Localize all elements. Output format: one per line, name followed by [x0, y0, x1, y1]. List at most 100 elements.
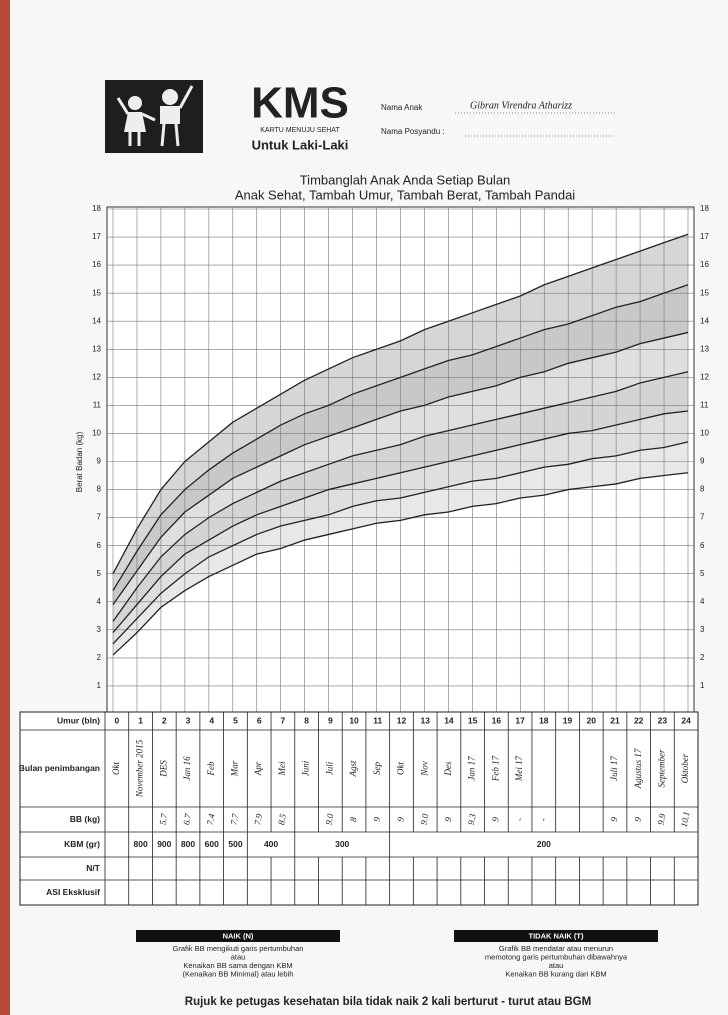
month: Oktober — [680, 753, 690, 783]
kms-title: KMS — [251, 79, 349, 128]
table-frame — [20, 712, 698, 905]
month: Apr — [253, 761, 263, 776]
weight: 6.7 — [181, 812, 193, 825]
weight: 9.9 — [656, 812, 668, 825]
age: 18 — [539, 715, 549, 725]
y-tick-label-right: 11 — [700, 400, 709, 409]
weight: 9.0 — [418, 812, 430, 825]
age: 14 — [444, 715, 454, 725]
kbm: 900 — [157, 839, 171, 849]
age: 6 — [257, 715, 262, 725]
y-tick-label-right: 8 — [700, 485, 705, 494]
age: 17 — [515, 715, 525, 725]
y-tick-label: 18 — [92, 204, 101, 213]
month: Jan 17 — [467, 756, 477, 781]
y-tick-label-right: 3 — [700, 625, 705, 634]
y-tick-label: 5 — [97, 569, 102, 578]
gender: Untuk Laki-Laki — [252, 137, 349, 152]
edge-strip — [0, 0, 10, 1015]
age: 20 — [587, 715, 597, 725]
child-label: Nama Anak — [381, 103, 423, 112]
kbm: 600 — [205, 839, 219, 849]
month: Jan 16 — [182, 756, 192, 781]
age: 9 — [328, 715, 333, 725]
row-label: KBM (gr) — [64, 839, 100, 849]
chart-title: Timbanglah Anak Anda Setiap Bulan — [300, 172, 511, 187]
y-tick-label-right: 10 — [700, 429, 709, 438]
footer-note: Rujuk ke petugas kesehatan bila tidak na… — [185, 996, 591, 1008]
y-tick-label: 2 — [97, 653, 102, 662]
row-label: Bulan penimbangan — [19, 763, 100, 773]
chart-subtitle: Anak Sehat, Tambah Umur, Tambah Berat, T… — [235, 187, 575, 202]
y-tick-label-right: 15 — [700, 288, 709, 297]
y-tick-label: 11 — [93, 400, 102, 409]
y-tick-label: 12 — [92, 372, 101, 381]
month: DES — [158, 760, 168, 778]
logo — [105, 80, 203, 153]
age: 10 — [349, 715, 359, 725]
age: 19 — [563, 715, 573, 725]
y-tick-label: 13 — [92, 344, 101, 353]
y-tick-label-right: 12 — [700, 372, 709, 381]
age: 16 — [492, 715, 502, 725]
y-tick-label: 3 — [97, 625, 102, 634]
y-tick-label-right: 13 — [700, 344, 709, 353]
y-tick-label-right: 18 — [700, 204, 709, 213]
age: 21 — [610, 715, 620, 725]
kbm: 400 — [264, 839, 278, 849]
age: 22 — [634, 715, 644, 725]
y-tick-label-right: 14 — [700, 316, 709, 325]
kbm: 800 — [133, 839, 147, 849]
age: 3 — [186, 715, 191, 725]
month: November 2015 — [135, 739, 145, 798]
age: 5 — [233, 715, 238, 725]
month: Mar — [230, 760, 240, 777]
kbm: 300 — [335, 839, 349, 849]
month: Feb — [206, 761, 216, 776]
month: Okt — [396, 762, 406, 775]
month: Juli 17 — [609, 756, 619, 781]
y-tick-label-right: 16 — [700, 260, 709, 269]
month: Okt — [111, 762, 121, 775]
weight: 7.9 — [252, 812, 264, 825]
age: 2 — [162, 715, 167, 725]
y-tick-label: 8 — [97, 485, 102, 494]
y-tick-label-right: 4 — [700, 597, 705, 606]
y-tick-label: 6 — [97, 541, 102, 550]
y-tick-label: 9 — [97, 457, 102, 466]
y-tick-label-right: 17 — [700, 232, 709, 241]
row-label: BB (kg) — [70, 814, 100, 824]
weight: 5.7 — [157, 812, 169, 825]
legend-title: NAIK (N) — [223, 931, 254, 940]
y-tick-label-right: 5 — [700, 569, 705, 578]
y-tick-label: 1 — [97, 681, 102, 690]
posyandu-label: Nama Posyandu : — [381, 127, 445, 136]
y-tick-label: 15 — [92, 288, 101, 297]
y-tick-label-right: 2 — [700, 653, 705, 662]
y-tick-label: 14 — [92, 316, 101, 325]
row-label: N/T — [86, 863, 101, 873]
y-axis-label: Berat Badan (kg) — [75, 431, 84, 492]
legend-line: (Kenaikan BB Minimal) atau lebih — [183, 969, 294, 978]
y-tick-label-right: 7 — [700, 513, 705, 522]
y-tick-label-right: 6 — [700, 541, 705, 550]
age: 0 — [114, 715, 119, 725]
age: 13 — [420, 715, 430, 725]
row-label: ASI Eksklusif — [46, 887, 100, 897]
y-tick-label-right: 1 — [700, 681, 705, 690]
y-tick-label-right: 9 — [700, 457, 705, 466]
weight: 9.0 — [324, 812, 336, 825]
month: Juli — [324, 761, 334, 775]
kbm: 200 — [537, 839, 551, 849]
age: 11 — [373, 715, 382, 725]
weight: 7.7 — [229, 812, 241, 825]
weight: 8.5 — [276, 812, 288, 825]
month: Sep — [372, 762, 382, 775]
month: Des — [443, 761, 453, 776]
y-tick-label: 7 — [97, 513, 102, 522]
kms-subtitle: KARTU MENUJU SEHAT — [260, 127, 340, 134]
row-label: Umur (bln) — [57, 715, 100, 725]
age: 12 — [397, 715, 407, 725]
legend-title: TIDAK NAIK (T) — [529, 931, 584, 940]
age: 24 — [681, 715, 691, 725]
